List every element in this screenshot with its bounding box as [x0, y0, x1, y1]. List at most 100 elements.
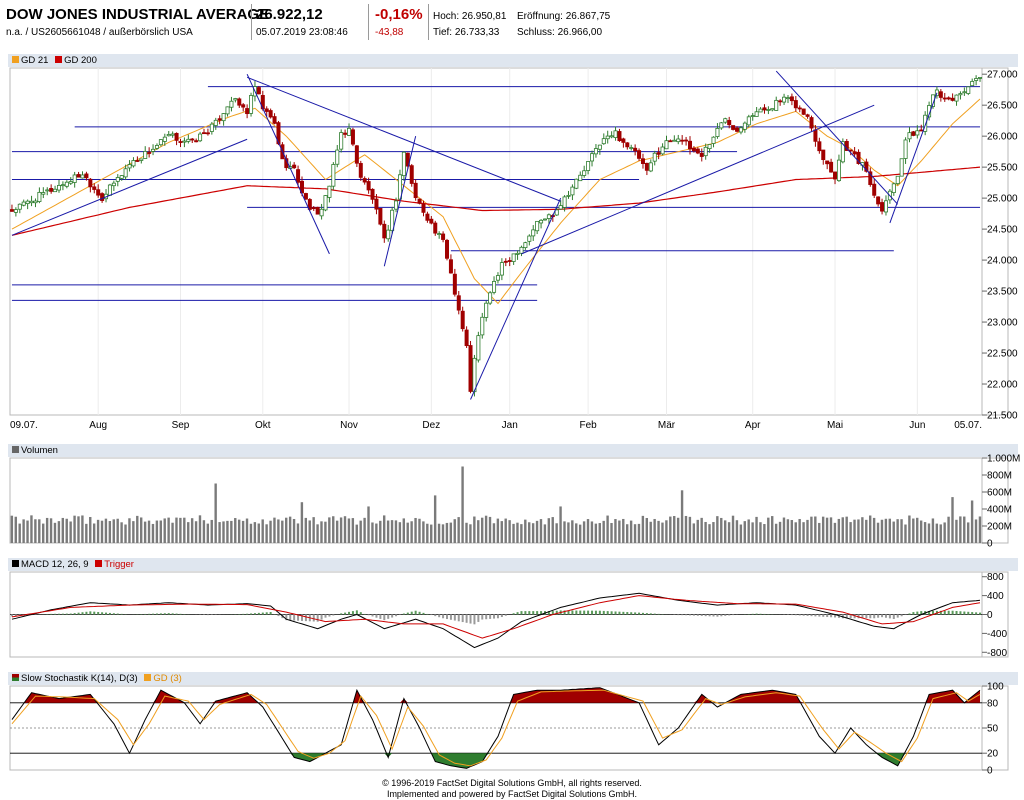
macd-histogram-bar — [387, 614, 390, 619]
macd-histogram-bar — [442, 614, 445, 619]
price-axis-tick-label: 23.500 — [987, 287, 1018, 298]
candle-down — [49, 188, 54, 192]
candle-up — [41, 192, 46, 195]
macd-histogram-bar — [93, 611, 96, 615]
volume-bar — [751, 522, 754, 543]
candle-up — [672, 139, 677, 142]
macd-histogram-bar — [708, 614, 711, 617]
macd-histogram-bar — [579, 610, 582, 615]
candle-down — [378, 207, 383, 225]
volume-bar — [45, 517, 49, 543]
candle-down — [268, 110, 273, 118]
candle-up — [676, 138, 681, 143]
instrument-title: DOW JONES INDUSTRIAL AVERAGE — [6, 6, 270, 23]
volume-bar — [163, 518, 166, 543]
volume-bar — [778, 521, 782, 543]
volume-bar — [567, 522, 570, 543]
macd-histogram-bar — [818, 614, 821, 617]
candle-down — [303, 193, 308, 200]
macd-histogram-bar — [857, 614, 860, 619]
volume-bar — [312, 517, 315, 543]
price-axis-tick-label: 27.000 — [987, 70, 1018, 81]
volume-bar — [414, 517, 417, 543]
candle-up — [593, 148, 598, 155]
volume-bar — [230, 520, 233, 543]
volume-bar — [625, 524, 629, 543]
macd-histogram-bar — [320, 614, 323, 620]
gd21-swatch — [12, 56, 19, 63]
change-absolute: -43,88 — [375, 27, 404, 38]
volume-bar — [159, 520, 162, 543]
candle-up — [347, 127, 352, 136]
candle-up — [127, 164, 132, 169]
header-divider — [428, 4, 429, 40]
macd-histogram-bar — [849, 614, 852, 619]
candle-up — [495, 275, 500, 281]
candle-up — [394, 200, 399, 210]
macd-histogram-bar — [81, 612, 84, 615]
macd-histogram-bar — [622, 611, 625, 615]
volume-bar — [884, 518, 888, 543]
volume-bar — [912, 518, 915, 543]
macd-histogram-bar — [728, 614, 731, 616]
macd-histogram-bar — [591, 610, 594, 615]
macd-histogram-bar — [520, 611, 523, 615]
volume-bar — [202, 520, 206, 543]
candle-up — [750, 115, 755, 117]
volume-bar — [520, 524, 523, 543]
volume-bar — [594, 523, 598, 543]
volume-bar — [273, 517, 276, 543]
volume-axis-tick-label: 0 — [987, 539, 993, 550]
candle-down — [793, 100, 798, 109]
volume-bar — [539, 519, 543, 543]
stoch-axis-tick-label: 20 — [987, 749, 999, 760]
candle-down — [727, 120, 732, 126]
stoch-axis-tick-label: 100 — [987, 682, 1004, 693]
volume-bar — [602, 520, 605, 543]
macd-histogram-bar — [618, 611, 621, 615]
macd-legend: MACD 12, 26, 9 — [21, 559, 89, 570]
volume-bar — [641, 515, 645, 543]
candle-up — [597, 144, 602, 150]
candle-up — [401, 151, 406, 177]
macd-histogram-bar — [865, 614, 868, 619]
candle-up — [60, 184, 65, 187]
macd-histogram-bar — [50, 613, 53, 615]
stoch-overbought-fill — [11, 687, 981, 703]
macd-histogram-bar — [963, 611, 966, 615]
candle-up — [899, 158, 904, 177]
candle-down — [307, 199, 312, 210]
volume-bar — [841, 517, 844, 543]
volume-bar — [359, 520, 362, 543]
volume-bar — [96, 519, 100, 543]
volume-bar — [876, 522, 880, 543]
x-axis-label: Dez — [422, 420, 440, 431]
price-axis-tick-label: 23.000 — [987, 318, 1018, 329]
macd-histogram-bar — [555, 610, 558, 615]
volume-bar — [865, 519, 868, 543]
candle-down — [409, 165, 414, 184]
candle-up — [742, 122, 747, 130]
candle-down — [358, 163, 363, 178]
candle-down — [245, 108, 250, 115]
macd-histogram-bar — [653, 613, 656, 615]
candle-up — [660, 146, 665, 155]
candle-up — [754, 111, 759, 117]
volume-bar — [692, 523, 696, 543]
macd-histogram-bar — [645, 613, 648, 615]
candle-up — [390, 209, 395, 231]
candle-up — [323, 195, 328, 211]
price-panel-header: GD 21 GD 200 — [8, 54, 1018, 67]
candle-up — [154, 145, 159, 149]
volume-bar — [508, 520, 511, 543]
macd-histogram-bar — [112, 613, 115, 615]
volume-bar — [124, 524, 127, 543]
volume-bar — [551, 517, 554, 543]
volume-bar — [700, 517, 703, 543]
volume-bar — [763, 524, 766, 543]
macd-histogram-bar — [873, 614, 876, 619]
volume-bar — [610, 522, 613, 543]
volume-bar — [363, 517, 366, 543]
volume-bar — [422, 521, 425, 543]
macd-histogram-bar — [912, 612, 915, 615]
